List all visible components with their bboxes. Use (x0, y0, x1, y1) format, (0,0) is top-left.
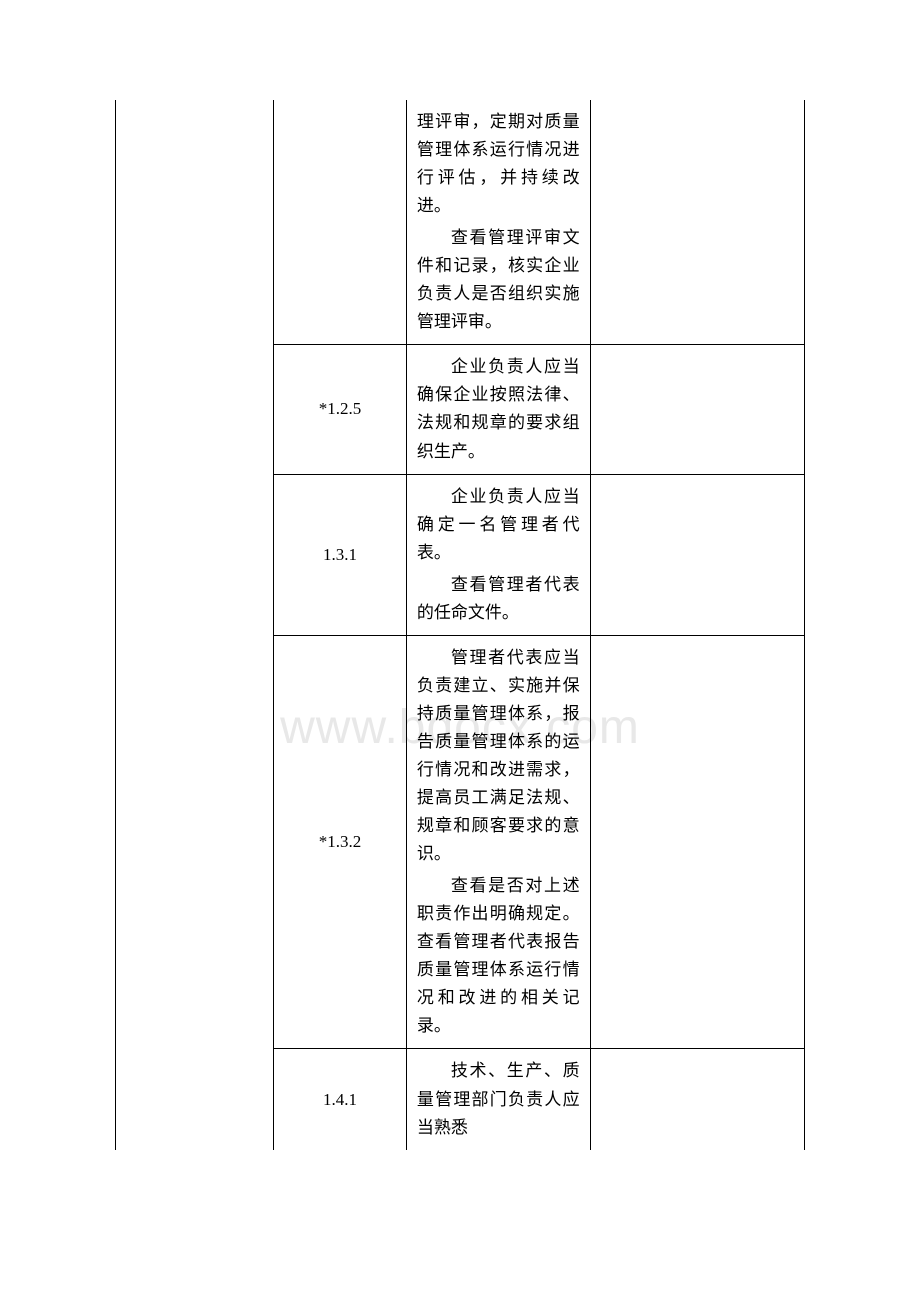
cell-remark (590, 100, 804, 345)
table-row: 理评审，定期对质量管理体系运行情况进行评估，并持续改进。 查看管理评审文件和记录… (116, 100, 805, 345)
cell-content: 理评审，定期对质量管理体系运行情况进行评估，并持续改进。 查看管理评审文件和记录… (406, 100, 590, 345)
paragraph: 管理者代表应当负责建立、实施并保持质量管理体系，报告质量管理体系的运行情况和改进… (417, 644, 580, 868)
document-table: 理评审，定期对质量管理体系运行情况进行评估，并持续改进。 查看管理评审文件和记录… (115, 100, 805, 1150)
cell-code: *1.2.5 (274, 345, 407, 474)
cell-content: 企业负责人应当确定一名管理者代表。 查看管理者代表的任命文件。 (406, 474, 590, 635)
cell-remark (590, 345, 804, 474)
cell-code: 1.4.1 (274, 1049, 407, 1150)
cell-remark (590, 474, 804, 635)
paragraph: 理评审，定期对质量管理体系运行情况进行评估，并持续改进。 (417, 108, 580, 220)
cell-content: 企业负责人应当确保企业按照法律、法规和规章的要求组织生产。 (406, 345, 590, 474)
paragraph: 企业负责人应当确定一名管理者代表。 (417, 483, 580, 567)
paragraph: 企业负责人应当确保企业按照法律、法规和规章的要求组织生产。 (417, 353, 580, 465)
paragraph: 查看是否对上述职责作出明确规定。查看管理者代表报告质量管理体系运行情况和改进的相… (417, 872, 580, 1040)
cell-code: *1.3.2 (274, 635, 407, 1049)
paragraph: 查看管理者代表的任命文件。 (417, 571, 580, 627)
paragraph: 技术、生产、质量管理部门负责人应当熟悉 (417, 1057, 580, 1141)
cell-code: 1.3.1 (274, 474, 407, 635)
cell-remark (590, 635, 804, 1049)
paragraph: 查看管理评审文件和记录，核实企业负责人是否组织实施管理评审。 (417, 224, 580, 336)
cell-category (116, 100, 274, 1150)
cell-remark (590, 1049, 804, 1150)
cell-content: 技术、生产、质量管理部门负责人应当熟悉 (406, 1049, 590, 1150)
cell-content: 管理者代表应当负责建立、实施并保持质量管理体系，报告质量管理体系的运行情况和改进… (406, 635, 590, 1049)
table-body: 理评审，定期对质量管理体系运行情况进行评估，并持续改进。 查看管理评审文件和记录… (116, 100, 805, 1150)
cell-code (274, 100, 407, 345)
